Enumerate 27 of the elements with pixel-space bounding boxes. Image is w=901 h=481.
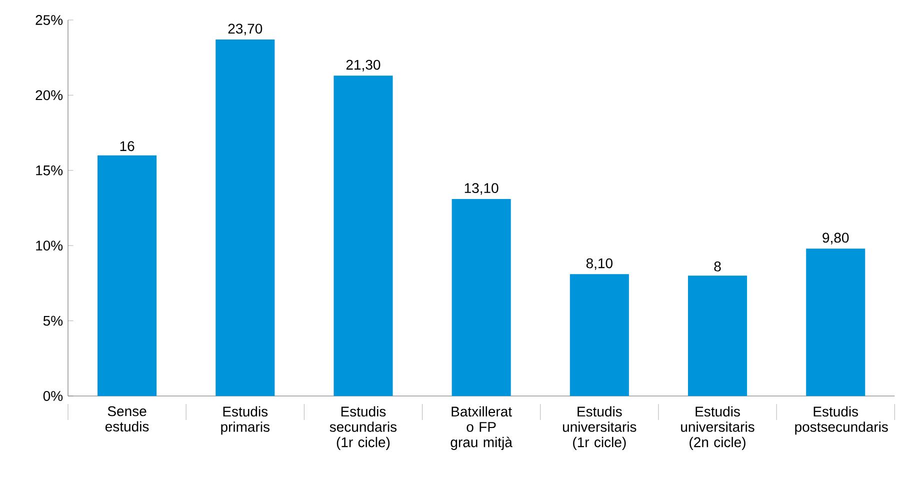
y-tick-label: 15% xyxy=(36,165,63,176)
x-tick-label: Estudis postsecundaris xyxy=(795,406,888,435)
data-label: 21,30 xyxy=(346,60,380,72)
bar xyxy=(98,155,157,396)
x-tick-label: Sense estudis xyxy=(105,406,149,432)
y-tick-label: 20% xyxy=(36,90,63,100)
data-label: 23,70 xyxy=(228,24,262,36)
data-label: 9,80 xyxy=(822,232,849,244)
bar xyxy=(334,76,393,396)
bar xyxy=(452,198,511,396)
bar xyxy=(216,40,275,396)
y-tick-label: 5% xyxy=(43,316,63,326)
x-tick-label: Estudis universitaris (1r cicle) xyxy=(562,406,636,450)
x-tick-label: Estudis universitaris (2n cicle) xyxy=(681,406,754,450)
data-label: 8 xyxy=(714,262,721,272)
bar xyxy=(570,274,629,396)
y-tick-label: 10% xyxy=(36,240,63,251)
x-tick-label: Estudis primaris xyxy=(221,406,270,435)
x-tick-label: Estudis secundaris (1r cicle) xyxy=(330,406,397,450)
bar xyxy=(688,276,748,396)
bar xyxy=(806,248,866,396)
x-tick-label: Batxillerat o FP grau mitjà xyxy=(450,406,512,450)
data-label: 13,10 xyxy=(464,183,498,195)
data-label: 16 xyxy=(120,141,134,152)
data-label: 8,10 xyxy=(586,258,612,270)
y-tick-label: 0% xyxy=(43,391,63,401)
y-tick-label: 25% xyxy=(36,15,63,25)
